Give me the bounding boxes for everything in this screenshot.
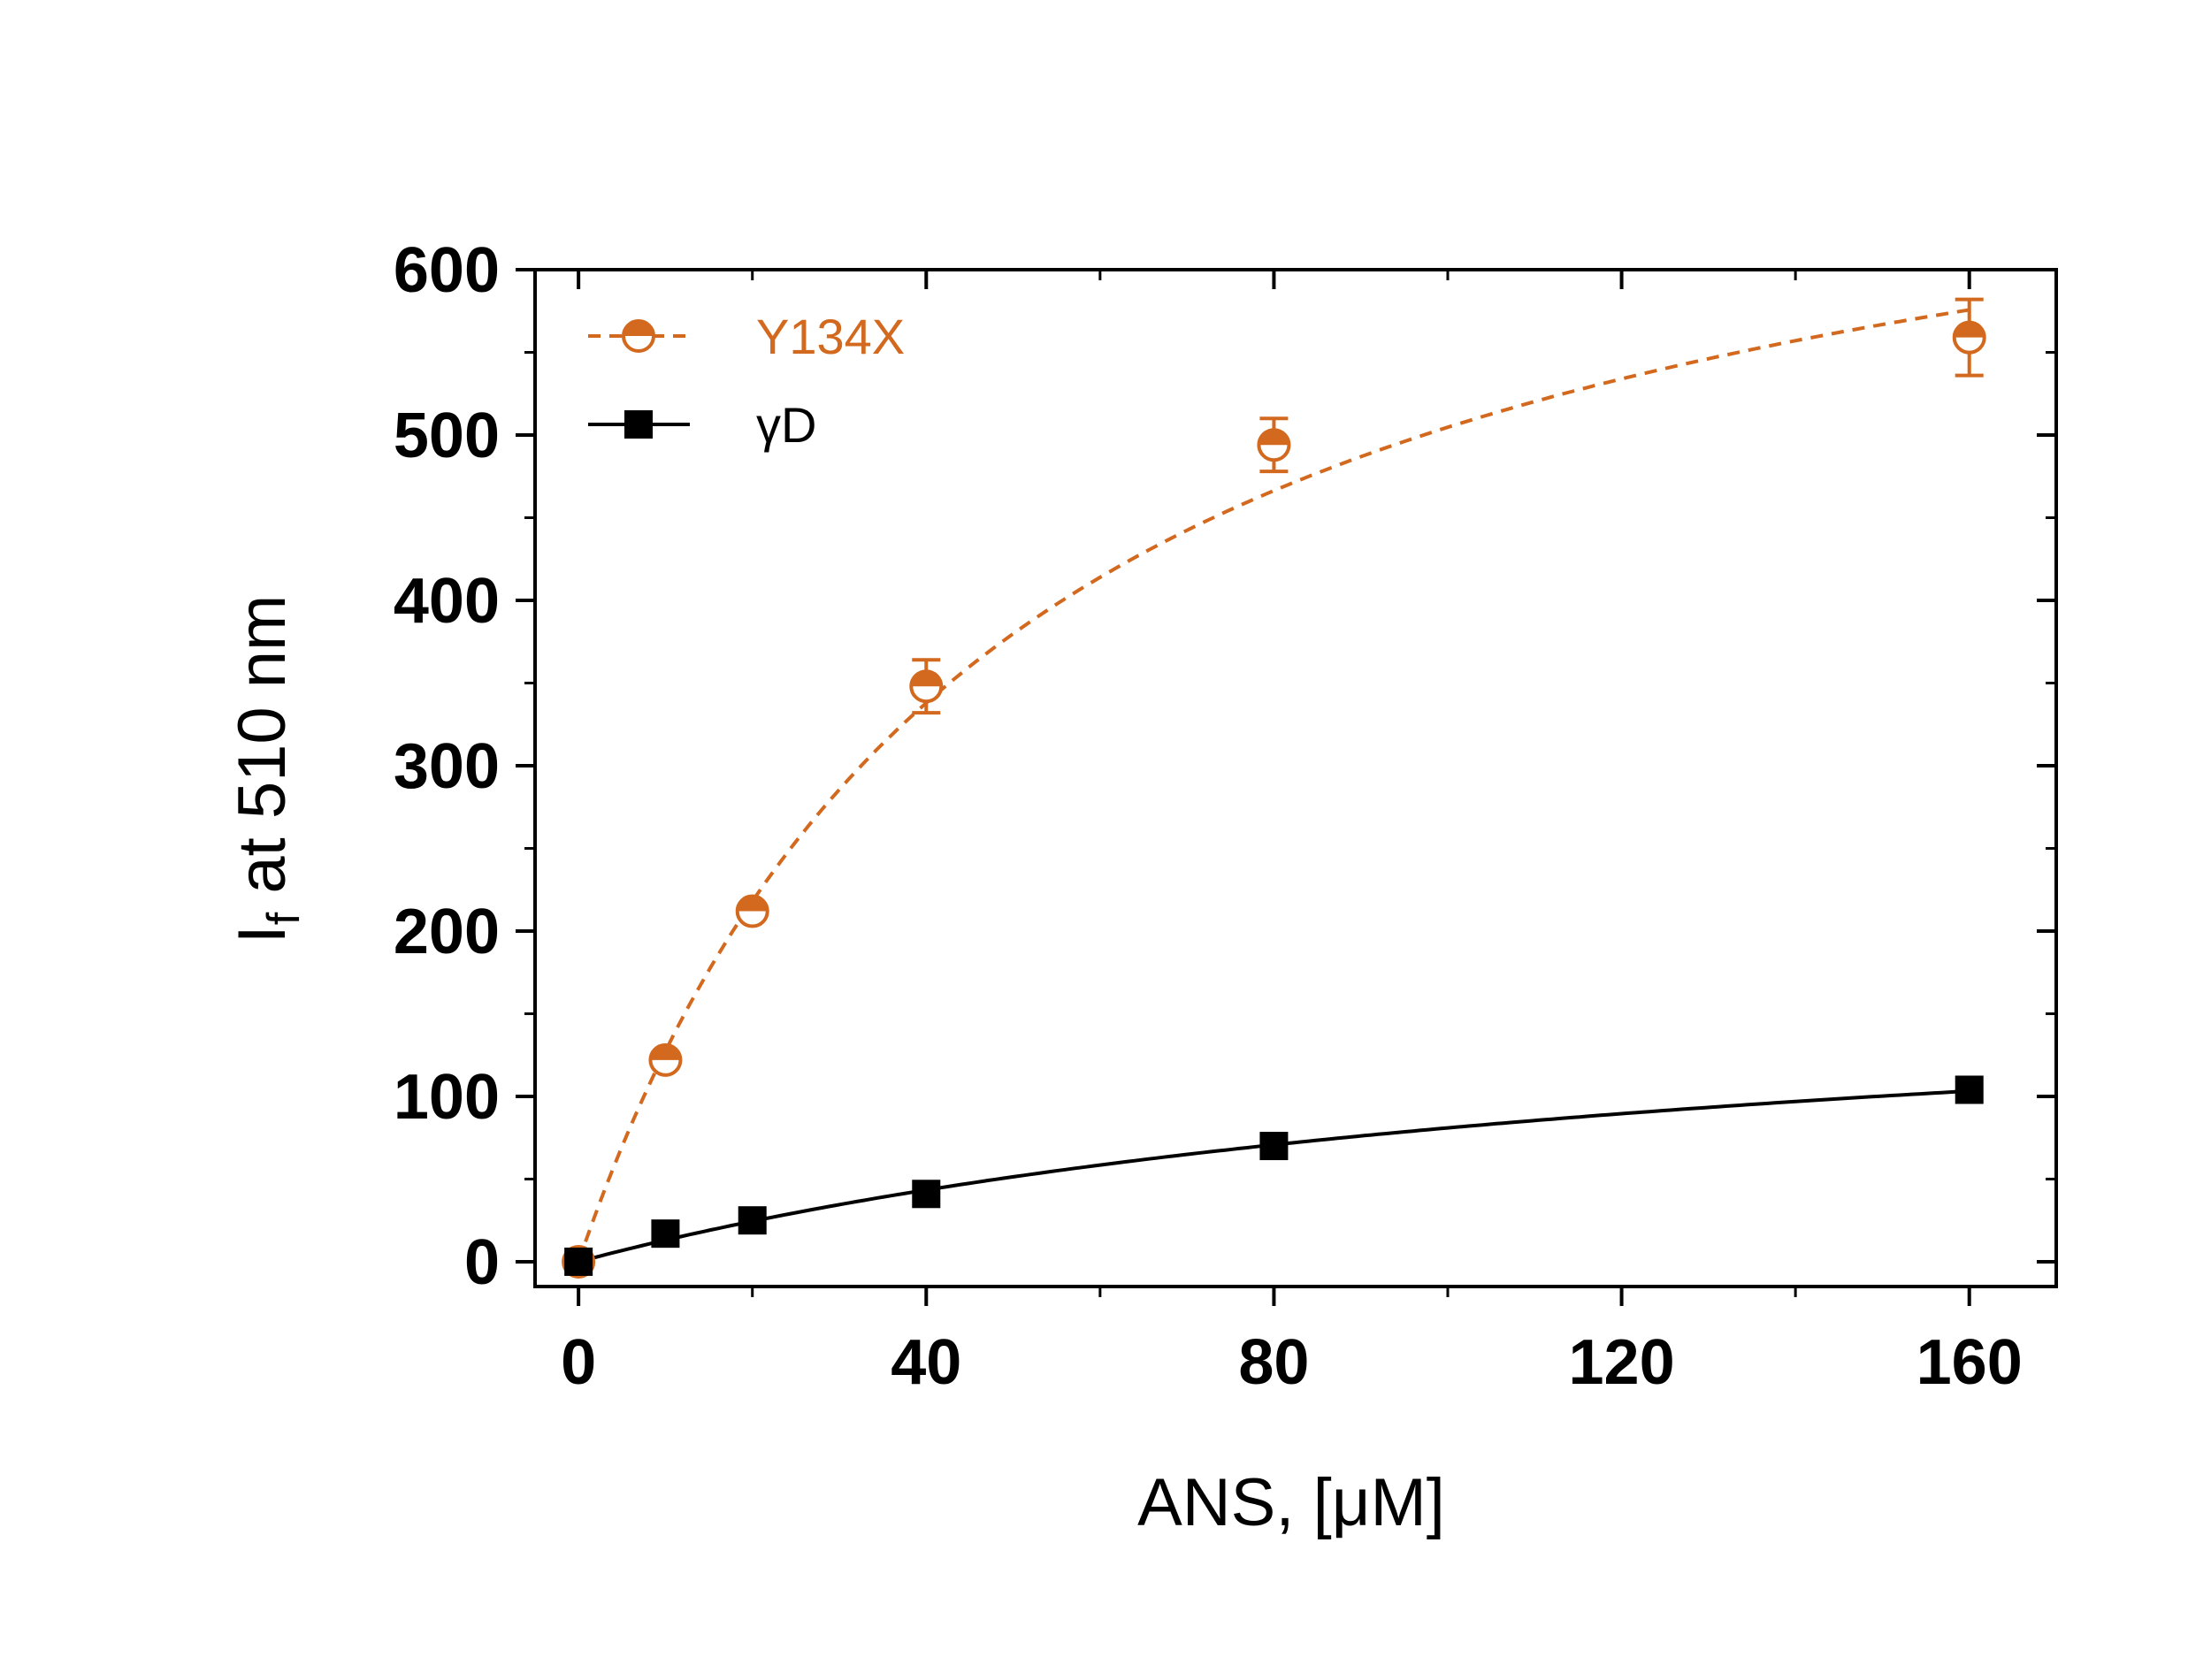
fit-line — [577, 308, 1970, 1263]
data-point — [1259, 1132, 1289, 1161]
error-bars — [912, 297, 1984, 715]
y-tick-label: 200 — [394, 897, 500, 967]
y-tick-label: 500 — [394, 401, 500, 471]
x-tick-label: 80 — [1238, 1327, 1309, 1398]
data-point — [648, 1042, 683, 1077]
data-markers — [562, 320, 1986, 1279]
point-fill — [1259, 430, 1289, 446]
y-tick-label: 600 — [394, 235, 500, 306]
data-point — [651, 1219, 680, 1249]
y-axis-title: If at 510 nm — [225, 595, 310, 944]
legend-label: Y134X — [756, 309, 905, 364]
data-point — [1955, 1075, 1984, 1104]
data-point — [624, 410, 653, 439]
x-tick-label: 160 — [1916, 1327, 2023, 1398]
data-point — [909, 669, 944, 704]
y-axis-title-rest: at 510 nm — [225, 595, 300, 913]
y-tick-label: 0 — [464, 1227, 500, 1298]
y-axis-title-main: I — [225, 925, 300, 943]
plot-border — [533, 268, 2058, 1288]
plot-frame — [533, 268, 2058, 1288]
data-point — [912, 1180, 941, 1209]
x-tick-label: 40 — [891, 1327, 961, 1398]
y-tick-label: 400 — [394, 566, 500, 637]
legend: Y134X γD — [588, 309, 905, 453]
x-tick-label: 120 — [1569, 1327, 1675, 1398]
point-fill — [624, 321, 654, 336]
y-tick-label: 300 — [394, 731, 500, 802]
axis-ticks: 0 40 80 120 160 0 100 200 300 400 500 600 — [394, 235, 2056, 1398]
legend-label: γD — [756, 397, 816, 453]
data-point — [738, 1206, 767, 1235]
x-axis-title: ANS, [μM] — [1137, 1465, 1445, 1540]
point-fill — [911, 671, 942, 687]
data-point — [1952, 320, 1986, 355]
y-axis-title-subscript: f — [258, 912, 310, 925]
point-fill — [737, 896, 768, 912]
data-point — [622, 319, 655, 353]
x-tick-label: 0 — [561, 1327, 596, 1398]
y-tick-label: 100 — [394, 1062, 500, 1133]
point-fill — [650, 1044, 681, 1060]
data-point — [564, 1247, 593, 1276]
point-fill — [1954, 322, 1985, 338]
data-point — [1257, 428, 1291, 462]
fit-line — [578, 1088, 1970, 1264]
data-point — [735, 894, 769, 928]
